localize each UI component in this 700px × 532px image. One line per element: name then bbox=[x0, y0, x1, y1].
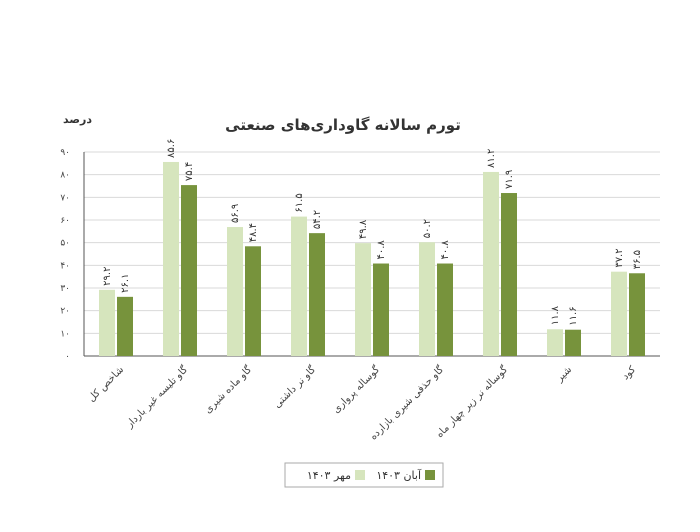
y-tick-label: ۷۰ bbox=[60, 193, 70, 203]
data-label: ۴۹.۸ bbox=[358, 219, 369, 239]
x-tick-label: گوساله نر زیر چهار ماه bbox=[434, 363, 511, 440]
bar bbox=[163, 161, 179, 356]
bar bbox=[181, 185, 197, 356]
gridlines: ۰ ۱۰ ۲۰ ۳۰ ۴۰ ۵۰ ۶۰ ۷۰ ۸۰ ۹۰ bbox=[60, 148, 660, 362]
bar bbox=[309, 233, 325, 356]
bar bbox=[611, 271, 627, 356]
bar bbox=[245, 246, 261, 356]
bar bbox=[547, 329, 563, 356]
bar bbox=[99, 289, 115, 356]
y-tick-label: ۱۰ bbox=[60, 329, 70, 339]
x-tick-label: گوساله پرواری bbox=[330, 363, 382, 415]
bar bbox=[355, 243, 371, 356]
bar bbox=[291, 216, 307, 356]
data-label: ۴۰.۸ bbox=[376, 240, 387, 260]
y-tick-label: ۵۰ bbox=[60, 239, 70, 249]
legend: آبان ۱۴۰۳ مهر ۱۴۰۳ bbox=[284, 462, 444, 488]
legend-swatch-mehr-1403 bbox=[355, 470, 365, 480]
bar bbox=[565, 329, 581, 356]
data-label: ۸۱.۲ bbox=[486, 149, 497, 168]
bar bbox=[117, 296, 133, 356]
bar bbox=[419, 242, 435, 356]
x-tick-label: گاو حذفی شیری بازارده bbox=[367, 363, 446, 442]
data-label: ۵۴.۲ bbox=[312, 210, 323, 229]
y-tick-label: ۴۰ bbox=[60, 261, 70, 271]
bar bbox=[227, 227, 243, 356]
x-tick-label: کود bbox=[620, 364, 638, 382]
legend-label-aban-1403: آبان ۱۴۰۳ bbox=[376, 468, 422, 482]
data-label: ۲۹.۲ bbox=[102, 267, 113, 286]
data-label: ۴۸.۴ bbox=[248, 223, 259, 242]
bar bbox=[437, 263, 453, 356]
y-tick-label: ۰ bbox=[65, 352, 70, 362]
bar bbox=[483, 171, 499, 356]
data-label: ۷۵.۴ bbox=[184, 162, 195, 181]
y-tick-label: ۹۰ bbox=[60, 148, 70, 158]
data-label: ۱۱.۶ bbox=[568, 306, 579, 325]
bar bbox=[373, 263, 389, 356]
data-label: ۳۷.۲ bbox=[614, 248, 625, 267]
x-tick-label: گاو تلیسه غیر باردار bbox=[123, 363, 190, 430]
x-tick-label: گاو ماده شیری bbox=[202, 363, 254, 415]
chart-title: تورم سالانه گاوداری‌های صنعتی bbox=[225, 116, 461, 134]
legend-swatch-aban-1403 bbox=[425, 470, 435, 480]
data-label: ۱۱.۸ bbox=[550, 305, 561, 325]
x-tick-label: شیر bbox=[554, 364, 574, 384]
data-label: ۸۵.۶ bbox=[166, 139, 177, 158]
data-label: ۷۱.۹ bbox=[504, 170, 515, 189]
data-label: ۶۱.۵ bbox=[294, 193, 305, 212]
data-label: ۳۶.۵ bbox=[632, 250, 643, 269]
legend-label-mehr-1403: مهر ۱۴۰۳ bbox=[307, 469, 351, 482]
y-axis-unit: درصد bbox=[63, 113, 92, 126]
y-tick-label: ۶۰ bbox=[60, 216, 70, 226]
bar bbox=[501, 193, 517, 356]
bars: ۲۹.۲ ۲۶.۱ شاخص کل ۸۵.۶ ۷۵.۴ گاو تلیسه غیر بار… bbox=[86, 139, 645, 442]
y-tick-label: ۸۰ bbox=[60, 171, 70, 181]
y-tick-label: ۳۰ bbox=[60, 284, 70, 294]
x-tick-label: شاخص کل bbox=[86, 364, 126, 404]
data-label: ۵۶.۹ bbox=[230, 204, 241, 223]
data-label: ۴۰.۸ bbox=[440, 240, 451, 260]
x-tick-label: گاو نر داشتی bbox=[271, 363, 318, 410]
bar bbox=[629, 273, 645, 356]
data-label: ۲۶.۱ bbox=[120, 274, 131, 293]
y-tick-label: ۲۰ bbox=[60, 307, 70, 317]
data-label: ۵۰.۲ bbox=[422, 219, 433, 238]
